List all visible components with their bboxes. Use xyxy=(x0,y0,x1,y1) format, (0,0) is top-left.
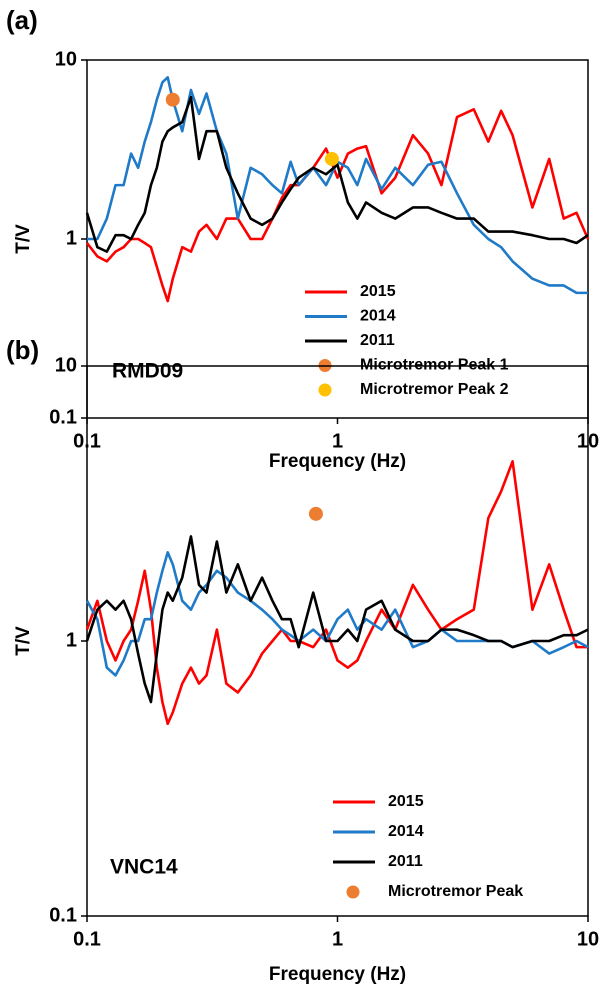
data-point xyxy=(165,92,180,107)
x-tick-label: 0.1 xyxy=(73,928,101,950)
data-point xyxy=(308,506,323,521)
annotation: RMD09 xyxy=(112,360,183,383)
data-line xyxy=(85,551,589,677)
data-line xyxy=(85,460,588,726)
legend-label: 2014 xyxy=(388,823,424,840)
y-tick-label: 0.1 xyxy=(49,406,77,428)
y-tick-label: 10 xyxy=(55,48,77,70)
legend-label: 2014 xyxy=(360,308,396,325)
x-tick-label: 1 xyxy=(332,430,343,452)
legend-label: 2015 xyxy=(360,283,396,300)
legend-label: Microtremor Peak 2 xyxy=(360,381,509,398)
y-tick-label: 1 xyxy=(66,227,77,249)
y-tick-label: 10 xyxy=(55,354,77,376)
x-tick-label: 10 xyxy=(577,928,599,950)
panel-label: (b) xyxy=(6,335,39,365)
legend-label: Microtremor Peak 1 xyxy=(360,357,509,374)
y-tick-label: 1 xyxy=(66,629,77,651)
panel-label: (a) xyxy=(6,5,38,35)
panel: (b) 0.1 1 10 0.1 1 10 Frequency (Hz) T/V VNC14 201… xyxy=(6,335,599,985)
legend-marker xyxy=(318,383,332,397)
legend-label: 2015 xyxy=(388,793,424,810)
x-axis-label: Frequency (Hz) xyxy=(269,451,406,472)
x-axis-label: Frequency (Hz) xyxy=(269,964,406,985)
annotation: VNC14 xyxy=(110,856,178,879)
y-tick-label: 0.1 xyxy=(49,904,77,926)
x-tick-label: 1 xyxy=(332,928,343,950)
data-point xyxy=(324,151,339,166)
data-line xyxy=(85,535,589,704)
legend-label: Microtremor Peak xyxy=(388,883,523,900)
legend-label: 2011 xyxy=(388,853,423,870)
data-line xyxy=(85,95,589,253)
legend-marker xyxy=(346,885,360,899)
y-axis-label: T/V xyxy=(13,224,34,254)
legend-label: 2011 xyxy=(360,332,395,349)
data-line xyxy=(85,108,590,303)
y-axis-label: T/V xyxy=(13,626,34,656)
data-line xyxy=(87,76,588,295)
